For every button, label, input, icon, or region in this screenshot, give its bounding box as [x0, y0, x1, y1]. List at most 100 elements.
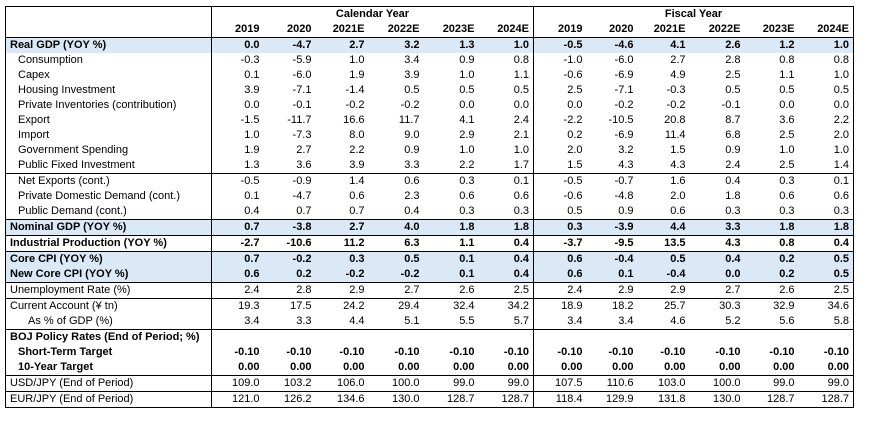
fiscal-value-cell: 2.9	[586, 282, 638, 299]
calendar-value-cell: 4.4	[349, 315, 365, 327]
calendar-value-cell: 0.5	[513, 84, 529, 96]
fiscal-value-cell: 0.1	[798, 173, 854, 189]
fiscal-value-cell: 0.2	[744, 267, 799, 283]
fiscal-value-cell: 1.1	[779, 69, 795, 81]
calendar-value-cell: -0.3	[211, 53, 264, 68]
group-header-row: Calendar Year Fiscal Year	[6, 6, 854, 22]
calendar-year-col: 2024E	[497, 23, 529, 35]
calendar-value-cell: 2.7	[368, 282, 424, 299]
table-row: Net Exports (cont.) -0.5 -0.9 1.4 0.6 0.3 0.1-…	[5, 173, 854, 189]
fiscal-value-cell: 1.5	[533, 158, 587, 174]
fiscal-value-cell: 2.0	[533, 143, 587, 158]
table-row: Current Account (¥ tn) 19.3 17.5 24.2 29.4 32…	[5, 298, 854, 314]
table-row: Real GDP (YOY %) 0.0 -4.7 2.7 3.2 1.3 1.0 -0.5-…	[5, 37, 854, 53]
calendar-value-cell: -0.1	[292, 99, 312, 111]
fiscal-value-cell: 3.3	[689, 219, 745, 236]
fiscal-value-cell: 1.8	[725, 190, 741, 202]
fiscal-value-cell: 0.00	[612, 361, 634, 373]
fiscal-value-cell: 0.1	[586, 267, 638, 283]
fiscal-value-cell: 2.5	[779, 129, 795, 141]
fiscal-value-cell: 0.5	[798, 267, 854, 283]
calendar-value-cell: 0.8	[513, 54, 529, 66]
calendar-value-cell: 0.0	[513, 99, 529, 111]
table-row: Import 1.0 -7.3 8.0 9.0 2.9 2.1 0.2 -6.9 11.4 6.8 2…	[6, 128, 854, 143]
calendar-value-cell: 0.4	[404, 205, 420, 217]
fiscal-value-cell: 0.00	[664, 361, 686, 373]
calendar-value-cell: -0.2	[345, 99, 365, 111]
fiscal-value-cell: 2.7	[689, 282, 745, 299]
fiscal-value-cell: 0.6	[533, 267, 587, 283]
fiscal-value-cell	[798, 329, 854, 345]
fiscal-value-cell: -0.6	[533, 189, 587, 204]
calendar-value-cell: 0.9	[459, 54, 475, 66]
row-label: 10-Year Target	[18, 361, 94, 373]
fiscal-value-cell: 0.3	[779, 205, 795, 217]
fiscal-value-cell: 4.6	[670, 315, 686, 327]
fiscal-value-cell: 2.6	[689, 37, 745, 53]
fiscal-value-cell: -0.2	[614, 99, 634, 111]
calendar-value-cell: 1.9	[349, 69, 365, 81]
calendar-value-cell: 109.0	[211, 375, 264, 392]
calendar-value-cell: -4.7	[263, 37, 316, 53]
calendar-value-cell: 103.2	[263, 375, 316, 392]
fiscal-year-col: 2022E	[708, 23, 741, 35]
fiscal-year-col: 2024E	[817, 23, 849, 35]
fiscal-year-col: 2020	[609, 23, 634, 35]
calendar-value-cell: 0.4	[211, 204, 264, 220]
fiscal-value-cell: -10.5	[608, 114, 634, 126]
row-label: BOJ Policy Rates (End of Period; %)	[5, 329, 212, 345]
row-label: Nominal GDP (YOY %)	[5, 219, 212, 236]
calendar-value-cell: 0.6	[459, 190, 475, 202]
calendar-value-cell: -0.10	[211, 345, 264, 360]
fiscal-value-cell: 0.00	[773, 361, 795, 373]
calendar-value-cell: 0.1	[423, 267, 479, 283]
fiscal-value-cell: 3.4	[533, 314, 587, 330]
fiscal-value-cell: 1.4	[833, 159, 849, 171]
fiscal-value-cell: 0.3	[833, 205, 849, 217]
fiscal-value-cell: 0.0	[533, 98, 587, 113]
calendar-value-cell: -0.2	[315, 267, 369, 283]
calendar-value-cell: 1.8	[423, 219, 479, 236]
calendar-value-cell: -3.8	[263, 219, 316, 236]
calendar-value-cell: 24.2	[315, 298, 369, 314]
calendar-value-cell: 2.7	[296, 144, 312, 156]
row-label: Export	[18, 114, 50, 126]
row-label: Government Spending	[18, 144, 129, 156]
calendar-value-cell: 0.3	[459, 205, 475, 217]
calendar-value-cell: 3.6	[296, 159, 312, 171]
fiscal-value-cell: 1.0	[779, 144, 795, 156]
calendar-value-cell: 11.2	[315, 235, 369, 252]
fiscal-value-cell: 0.00	[719, 361, 741, 373]
calendar-value-cell: 2.4	[513, 114, 529, 126]
calendar-value-cell: 99.0	[423, 375, 479, 392]
calendar-value-cell: 0.00	[398, 361, 420, 373]
calendar-value-cell: 0.00	[211, 360, 264, 376]
calendar-value-cell: 0.5	[368, 251, 424, 267]
calendar-value-cell	[368, 329, 424, 345]
fiscal-value-cell: 8.7	[725, 114, 741, 126]
fiscal-value-cell: 0.8	[779, 54, 795, 66]
calendar-value-cell: 1.0	[513, 144, 529, 156]
fiscal-value-cell: 0.5	[533, 204, 587, 220]
calendar-value-cell: 1.3	[423, 37, 479, 53]
fiscal-value-cell	[744, 329, 799, 345]
row-label: Private Domestic Demand (cont.)	[18, 190, 180, 202]
fiscal-value-cell: 1.8	[744, 219, 799, 236]
fiscal-value-cell: -6.9	[614, 69, 634, 81]
fiscal-value-cell: -0.5	[533, 37, 587, 53]
calendar-value-cell: 0.3	[315, 251, 369, 267]
calendar-value-cell: 0.2	[263, 267, 316, 283]
calendar-value-cell: 2.9	[459, 129, 475, 141]
fiscal-value-cell: -0.1	[721, 99, 741, 111]
calendar-value-cell: -0.2	[263, 251, 316, 267]
fiscal-value-cell: 4.3	[689, 235, 745, 252]
fiscal-value-cell: 2.4	[533, 282, 587, 299]
calendar-value-cell: 0.6	[513, 190, 529, 202]
calendar-value-cell: 8.0	[349, 129, 365, 141]
fiscal-value-cell: 110.6	[586, 375, 638, 392]
table-row: BOJ Policy Rates (End of Period; %)	[5, 329, 854, 345]
fiscal-value-cell: 2.9	[637, 282, 690, 299]
calendar-value-cell: -1.4	[345, 84, 365, 96]
fiscal-value-cell: -0.6	[533, 68, 587, 83]
row-label: Consumption	[18, 54, 83, 66]
